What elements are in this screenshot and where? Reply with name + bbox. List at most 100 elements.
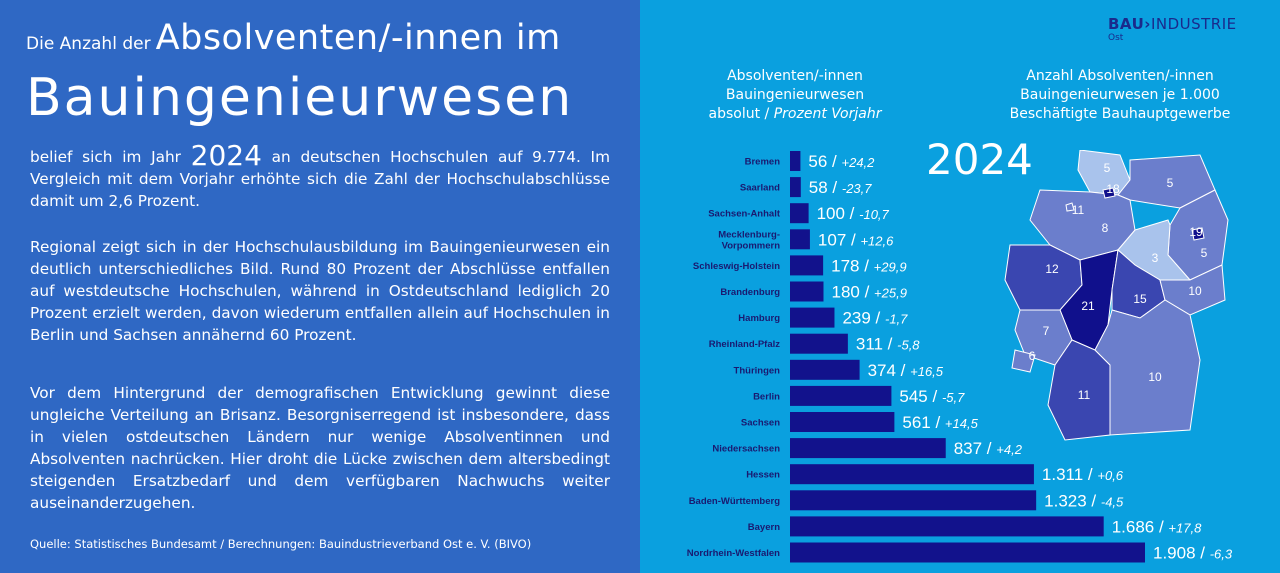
map-value-nordrhein-westfalen: 12	[1045, 262, 1059, 276]
logo-arrow: ›	[1144, 15, 1151, 33]
bar-9	[790, 385, 892, 406]
value-number: 1.686 /	[1112, 517, 1169, 536]
change-label: -5,7	[942, 390, 965, 405]
category-label-8: Thüringen	[734, 365, 781, 376]
bar-12	[790, 464, 1034, 485]
value-number: 180 /	[831, 283, 874, 302]
change-label: -1,7	[885, 312, 908, 327]
category-label-10: Sachsen	[741, 418, 780, 429]
value-number: 178 /	[831, 256, 874, 275]
change-label: +4,2	[996, 442, 1022, 457]
map-value-thueringen: 15	[1133, 292, 1147, 306]
bar-13	[790, 490, 1037, 511]
category-label-1: Saarland	[740, 183, 780, 194]
value-label-11: 837 / +4,2	[954, 439, 1023, 458]
value-label-15: 1.908 / -6,3	[1153, 544, 1233, 563]
value-label-3: 107 / +12,6	[818, 230, 894, 249]
map-value-schleswig-holstein: 5	[1104, 161, 1111, 175]
value-label-14: 1.686 / +17,8	[1112, 517, 1202, 536]
value-number: 561 /	[902, 413, 945, 432]
value-label-9: 545 / -5,7	[899, 387, 965, 406]
value-label-12: 1.311 / +0,6	[1042, 465, 1124, 484]
category-label-13: Baden-Württemberg	[689, 496, 781, 507]
map-region-hamburg	[1102, 187, 1116, 199]
change-label: -23,7	[842, 181, 872, 196]
bar-chart-header: Absolventen/-innen Bauingenieurwesen abs…	[690, 67, 900, 124]
logo-industrie: INDUSTRIE	[1150, 15, 1237, 33]
bar-3	[790, 229, 810, 250]
bar-1	[790, 177, 801, 198]
change-label: -6,3	[1210, 547, 1233, 562]
value-number: 545 /	[899, 387, 942, 406]
col1-line2: Bauingenieurwesen	[725, 87, 865, 103]
category-label-9: Berlin	[753, 391, 780, 402]
headline-big: Absolventen/-innen im	[155, 18, 561, 58]
value-label-5: 180 / +25,9	[831, 283, 906, 302]
value-label-0: 56 / +24,2	[808, 152, 875, 171]
value-label-10: 561 / +14,5	[902, 413, 978, 432]
change-label: +12,6	[860, 233, 894, 248]
headline-line1: Die Anzahl der Absolventen/-innen im	[26, 18, 561, 58]
map-value-sachsen: 10	[1188, 284, 1202, 298]
bar-4	[790, 255, 824, 276]
change-label: +16,5	[910, 364, 944, 379]
change-label: +17,8	[1168, 520, 1202, 535]
category-label-15: Nordrhein-Westfalen	[687, 548, 780, 559]
map-value-saarland: 6	[1029, 349, 1036, 363]
paragraph-1: belief sich im Jahr 2024 an deutschen Ho…	[30, 142, 610, 212]
change-label: +24,2	[842, 155, 876, 170]
logo-ost: Ost	[1108, 33, 1124, 43]
category-label-4: Schleswig-Holstein	[693, 261, 780, 272]
source-note: Quelle: Statistisches Bundesamt / Berech…	[30, 537, 532, 551]
paragraph-2: Regional zeigt sich in der Hochschulausb…	[30, 238, 610, 344]
category-label-6: Hamburg	[738, 313, 780, 324]
map-region-saarland	[1011, 349, 1036, 373]
bar-chart: Bremen 56 / +24,2 Saarland 58 / -23,7 Sachse…	[687, 151, 1233, 563]
p1-after: an deutschen Hochschulen auf 9.774. Im V…	[30, 148, 610, 210]
col1-line3b: Prozent Vorjahr	[773, 106, 882, 122]
change-label: -4,5	[1101, 494, 1124, 509]
value-label-2: 100 / -10,7	[817, 204, 890, 223]
map-value-mecklenburg-vorpommern: 5	[1167, 176, 1174, 190]
map-value-bayern: 10	[1148, 370, 1162, 384]
map-value-baden-wuerttemberg: 11	[1078, 388, 1091, 402]
change-label: -10,7	[859, 207, 889, 222]
bar-10	[790, 412, 895, 432]
headline-small: Die Anzahl der	[26, 34, 151, 54]
change-label: -5,8	[897, 338, 920, 353]
paragraph-3: Vor dem Hintergrund der demografischen E…	[30, 384, 610, 512]
p1-before: belief sich im Jahr	[30, 148, 181, 166]
map-value-sachsen-anhalt: 3	[1152, 251, 1159, 265]
category-label-12: Hessen	[746, 470, 780, 481]
logo-bau: BAU	[1108, 15, 1145, 33]
value-number: 58 /	[809, 178, 842, 197]
value-number: 311 /	[856, 335, 897, 354]
category-label-14: Bayern	[748, 522, 780, 533]
change-label: +29,9	[874, 259, 907, 274]
value-number: 56 /	[808, 152, 841, 171]
category-label-7: Rheinland-Pfalz	[709, 339, 781, 350]
germany-map: 5 5 18 11 8 5 19 3 12 21 15 10 76 11 10	[1004, 150, 1229, 441]
headline-main: Bauingenieurwesen	[26, 68, 574, 128]
category-label-line: Vorpommern	[722, 240, 781, 251]
chart-year: 2024	[926, 135, 1033, 184]
col1-line1: Absolventen/-innen	[727, 68, 863, 84]
map-value-rheinland-pfalz: 7	[1043, 324, 1050, 338]
value-number: 239 /	[842, 309, 885, 328]
bar-7	[790, 333, 848, 354]
map-header: Anzahl Absolventen/-innen Bauingenieurwe…	[980, 67, 1260, 124]
value-number: 100 /	[817, 204, 860, 223]
value-label-4: 178 / +29,9	[831, 256, 906, 275]
value-label-6: 239 / -1,7	[842, 309, 908, 328]
value-label-8: 374 / +16,5	[868, 361, 944, 380]
value-label-1: 58 / -23,7	[809, 178, 872, 197]
value-number: 1.311 /	[1042, 465, 1097, 484]
map-value-hamburg: 18	[1106, 182, 1120, 196]
value-label-7: 311 / -5,8	[856, 335, 920, 354]
col2-line3: Beschäftigte Bauhauptgewerbe	[1009, 106, 1231, 122]
col2-line1: Anzahl Absolventen/-innen	[1026, 68, 1214, 84]
bar-15	[790, 542, 1145, 563]
map-value-niedersachsen: 8	[1102, 221, 1109, 235]
chart-panel: BAU›INDUSTRIE Ost Absolventen/-innen Bau…	[640, 0, 1280, 573]
